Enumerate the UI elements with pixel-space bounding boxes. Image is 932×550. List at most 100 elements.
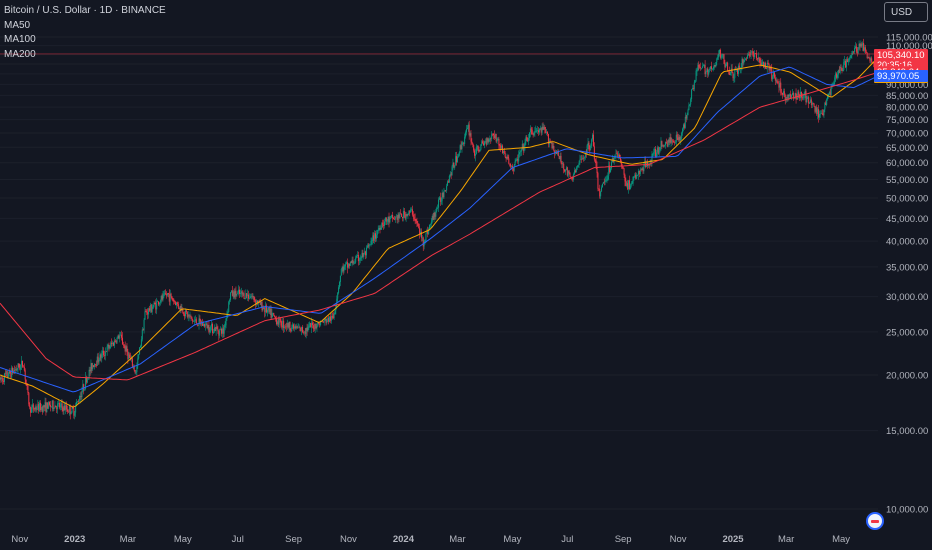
candle-body bbox=[613, 157, 615, 162]
candle-body bbox=[409, 211, 411, 213]
tradingview-logo-icon[interactable] bbox=[866, 512, 884, 530]
candle-body bbox=[438, 197, 440, 200]
candle-body bbox=[778, 83, 780, 88]
candle-body bbox=[736, 69, 738, 71]
candle-body bbox=[24, 370, 26, 380]
time-axis[interactable]: Nov 2023 Mar May Jul Sep Nov 2024 Mar May Jul Sep No… bbox=[11, 534, 850, 545]
candle-body bbox=[9, 369, 11, 374]
candle-body bbox=[282, 320, 284, 328]
candle-body bbox=[64, 405, 66, 411]
candle-body bbox=[120, 334, 122, 336]
candle-body bbox=[844, 60, 846, 62]
candle-body bbox=[682, 124, 684, 129]
candle-body bbox=[49, 402, 51, 405]
candle-body bbox=[564, 169, 566, 172]
candle-body bbox=[622, 166, 624, 169]
candle-body bbox=[165, 293, 167, 295]
candle-body bbox=[131, 358, 133, 367]
candle-body bbox=[665, 142, 667, 144]
candle-body bbox=[709, 68, 711, 70]
candle-body bbox=[506, 156, 508, 159]
candle-body bbox=[605, 180, 607, 181]
candle-body bbox=[488, 139, 490, 142]
candle-body bbox=[235, 290, 237, 296]
candle-body bbox=[694, 80, 696, 83]
candle-body bbox=[856, 51, 858, 54]
candle-body bbox=[802, 96, 804, 99]
candle-body bbox=[225, 318, 227, 326]
candle-body bbox=[590, 145, 592, 150]
price-axis[interactable]: 10,000.00 15,000.00 20,000.00 25,000.00 30,0… bbox=[886, 33, 932, 516]
x-tick-label: Jul bbox=[232, 534, 244, 545]
candle-body bbox=[37, 404, 39, 410]
candle-body bbox=[586, 145, 588, 154]
candle-body bbox=[577, 165, 579, 168]
candle-body bbox=[221, 328, 223, 334]
candle-body bbox=[107, 344, 109, 347]
candle-body bbox=[852, 51, 854, 53]
ma50-line bbox=[0, 57, 879, 408]
candle-body bbox=[243, 293, 245, 299]
candle-body bbox=[478, 149, 480, 152]
candle-body bbox=[813, 103, 815, 107]
indicator-ma200[interactable]: MA200 bbox=[4, 48, 36, 60]
candle-body bbox=[707, 68, 709, 75]
candle-body bbox=[206, 323, 208, 329]
candle-body bbox=[626, 183, 628, 186]
candle-body bbox=[124, 345, 126, 352]
candle-body bbox=[641, 168, 643, 170]
candle-body bbox=[203, 323, 205, 326]
candle-body bbox=[764, 63, 766, 68]
indicator-ma100[interactable]: MA100 bbox=[4, 34, 36, 45]
candle-body bbox=[203, 323, 205, 327]
candle-body bbox=[560, 155, 562, 163]
candle-body bbox=[415, 219, 417, 222]
candle-body bbox=[644, 161, 646, 165]
candle-body bbox=[602, 182, 604, 184]
candle-body bbox=[790, 94, 792, 98]
candle-body bbox=[312, 325, 314, 329]
candle-body bbox=[251, 296, 253, 297]
candle-body bbox=[811, 103, 813, 106]
candle-body bbox=[176, 302, 178, 304]
candle-body bbox=[804, 90, 806, 96]
candle-body bbox=[138, 354, 140, 359]
candle-body bbox=[390, 215, 392, 219]
candle-body bbox=[535, 130, 537, 132]
candle-body bbox=[218, 331, 220, 336]
candle-body bbox=[604, 180, 606, 183]
candle-body bbox=[782, 92, 784, 95]
candle-body bbox=[679, 136, 681, 141]
indicator-ma50[interactable]: MA50 bbox=[4, 19, 31, 31]
currency-button[interactable]: USD bbox=[884, 2, 928, 22]
candle-body bbox=[328, 317, 330, 322]
candle-body bbox=[565, 167, 567, 171]
candle-body bbox=[444, 190, 446, 192]
candle-body bbox=[48, 402, 50, 409]
candle-body bbox=[267, 307, 269, 310]
candle-body bbox=[814, 106, 816, 112]
candle-body bbox=[456, 156, 458, 163]
candle-body bbox=[863, 47, 865, 51]
candle-body bbox=[238, 289, 240, 293]
candle-body bbox=[505, 156, 507, 159]
candle-body bbox=[659, 146, 661, 150]
candle-body bbox=[426, 231, 428, 234]
y-tick-label: 115,000.00 bbox=[886, 33, 932, 44]
candle-body bbox=[533, 132, 535, 135]
candle-body bbox=[347, 263, 349, 268]
candle-body bbox=[474, 150, 476, 156]
candle-body bbox=[188, 314, 190, 317]
candle-body bbox=[293, 324, 295, 329]
candle-body bbox=[121, 334, 123, 338]
candle-body bbox=[157, 301, 159, 305]
symbol-title[interactable]: Bitcoin / U.S. Dollar · 1D · BINANCE bbox=[4, 5, 166, 16]
candle-body bbox=[673, 140, 675, 143]
candle-body bbox=[356, 255, 358, 258]
candle-body bbox=[222, 328, 224, 334]
candle-body bbox=[630, 183, 632, 186]
candle-body bbox=[394, 216, 396, 220]
candle-body bbox=[2, 378, 4, 381]
